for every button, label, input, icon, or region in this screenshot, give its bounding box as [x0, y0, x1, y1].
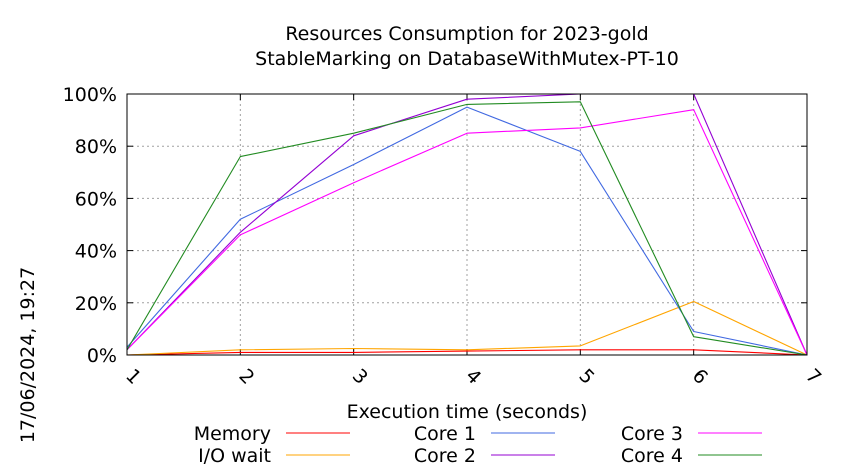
grid [127, 94, 807, 355]
series-line-i-o-wait [126, 300, 808, 356]
x-tick-label: 1 [121, 365, 145, 389]
series-line-core-1 [126, 106, 808, 356]
legend-label-core-4: Core 4 [621, 445, 683, 467]
chart-subtitle: StableMarking on DatabaseWithMutex-PT-10 [255, 48, 679, 70]
legend-label-core-2: Core 2 [414, 445, 476, 467]
series-line-memory [126, 349, 808, 356]
y-tick-label: 60% [75, 188, 117, 210]
x-tick-label: 3 [348, 365, 372, 389]
series-lines [126, 93, 808, 356]
legend-label-memory: Memory [194, 423, 271, 445]
x-tick-label: 2 [235, 365, 259, 389]
y-tick-label: 40% [75, 241, 117, 263]
y-tick-label: 0% [87, 345, 117, 367]
y-tick-label: 80% [75, 136, 117, 158]
legend-label-i-o-wait: I/O wait [198, 445, 271, 467]
chart-title: Resources Consumption for 2023-gold [285, 23, 648, 45]
x-tick-label: 7 [801, 365, 825, 389]
series-line-core-3 [126, 109, 808, 356]
legend-label-core-3: Core 3 [621, 423, 683, 445]
x-tick-label: 6 [688, 365, 712, 389]
timestamp-label: 17/06/2024, 19:27 [17, 267, 39, 443]
series-line-core-4 [126, 101, 808, 356]
x-tick-label: 5 [575, 365, 599, 389]
plot-frame [126, 93, 808, 356]
y-tick-label: 20% [75, 293, 117, 315]
x-tick-label: 4 [461, 365, 485, 389]
y-tick-label: 100% [63, 84, 117, 106]
legend-label-core-1: Core 1 [414, 423, 476, 445]
ticks: 0% 20% 40% 60% 80% 100% 1 2 3 4 5 6 7 [63, 84, 826, 389]
x-axis-label: Execution time (seconds) [347, 401, 588, 423]
